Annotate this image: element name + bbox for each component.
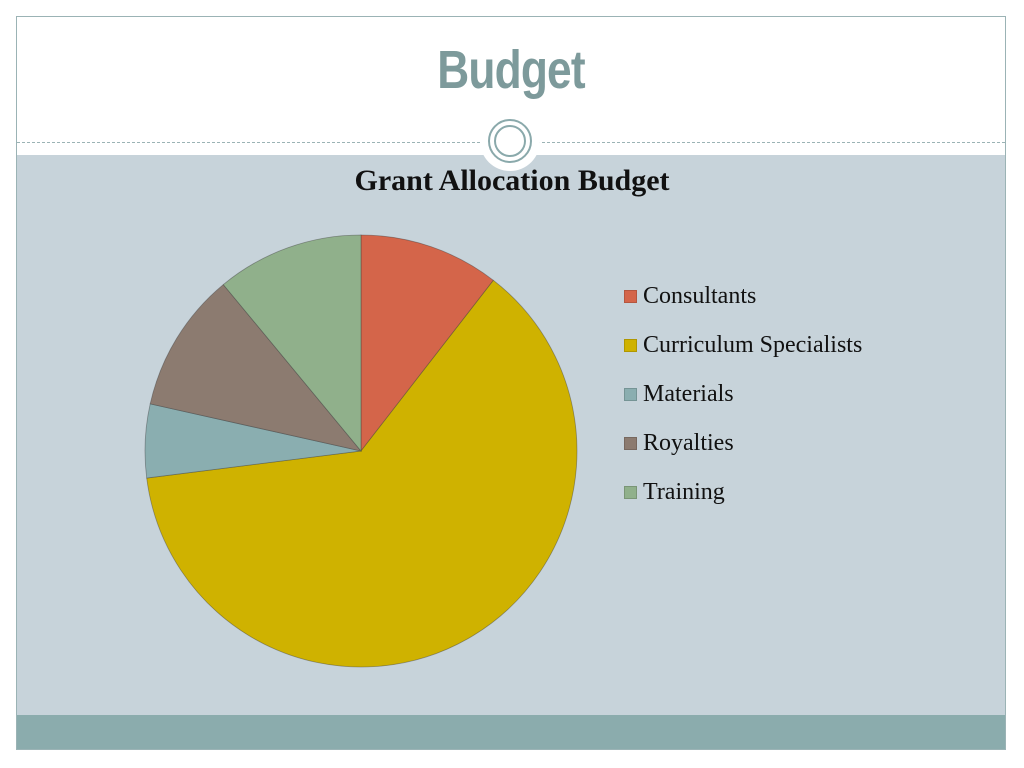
pie-slice-training <box>222 234 362 453</box>
chart-title: Grant Allocation Budget <box>354 164 670 197</box>
legend-swatch <box>624 339 637 352</box>
pie-slice-consultants <box>360 234 494 453</box>
pie-slice-curriculum-specialists <box>146 279 578 668</box>
legend-label: Consultants <box>643 283 757 309</box>
legend-item: Royalties <box>624 411 964 476</box>
legend-item: Curriculum Specialists <box>624 313 964 378</box>
legend-swatch <box>624 437 637 450</box>
legend-label: Materials <box>643 381 734 407</box>
pie-slice-royalties <box>149 284 363 452</box>
legend-label: Curriculum Specialists <box>643 332 863 358</box>
circle-ornament-icon <box>480 111 540 171</box>
legend-swatch <box>624 388 637 401</box>
chart-legend: Consultants Curriculum Specialists Materia… <box>624 264 964 525</box>
legend-label: Royalties <box>643 430 734 456</box>
legend-swatch <box>624 290 637 303</box>
pie-slice-materials <box>144 403 362 479</box>
legend-swatch <box>624 486 637 499</box>
footer-bar <box>17 715 1005 749</box>
legend-item: Training <box>624 460 964 525</box>
slide-title: Budget <box>437 40 585 100</box>
legend-item: Consultants <box>624 264 964 329</box>
legend-label: Training <box>643 479 725 505</box>
legend-item: Materials <box>624 362 964 427</box>
